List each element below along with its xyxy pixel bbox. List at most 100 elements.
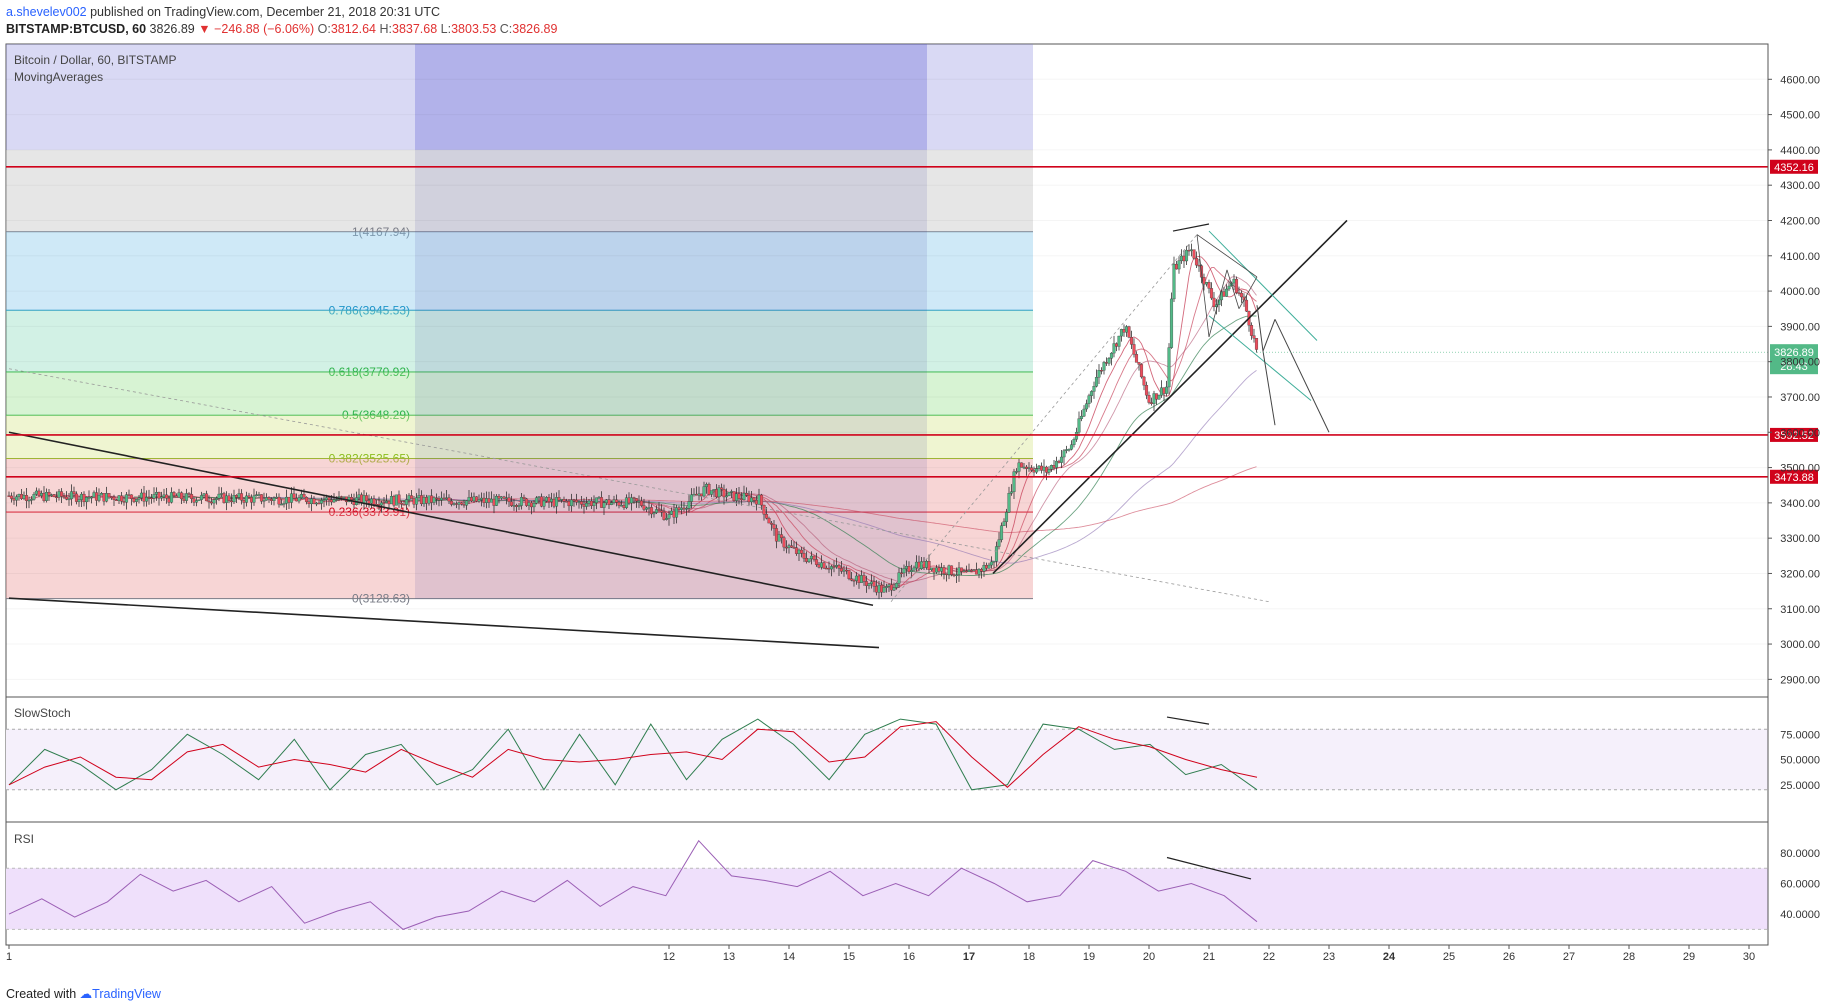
stoch-divergence-line (1166, 716, 1210, 725)
last-price-tag (1770, 344, 1818, 375)
candle-body (562, 499, 566, 502)
candle-body (319, 500, 324, 504)
candle-body (847, 570, 851, 579)
high-label: H: (379, 22, 393, 36)
candle-body (554, 497, 559, 507)
candle-body (1107, 358, 1111, 364)
candle-body (1067, 449, 1071, 451)
author-link[interactable]: a.shevelev002 (6, 5, 87, 19)
candle-body (44, 492, 49, 501)
candle-body (64, 496, 69, 500)
candle-body (759, 494, 764, 506)
candle-body (29, 499, 34, 501)
fib-label-0.382: 0.382(3525.65) (329, 452, 410, 466)
high-value: 3837.68 (392, 22, 438, 36)
candle-body (1094, 377, 1099, 387)
candle-body (1109, 352, 1114, 359)
candle-body (1224, 288, 1229, 297)
moving-average-line (508, 466, 1257, 533)
price-tag (1770, 159, 1818, 174)
time-axis-tick: 23 (1323, 951, 1335, 963)
candle-body (949, 565, 954, 575)
candle-body (1164, 386, 1169, 394)
candle-body (157, 492, 161, 499)
candle-body (977, 569, 981, 575)
candle-body (717, 487, 721, 498)
candle-body (1244, 299, 1249, 312)
stoch-axis-tick: 50.0000 (1780, 755, 1820, 767)
candle-body (839, 568, 844, 572)
time-axis-tick: 14 (783, 951, 795, 963)
candle-body (684, 508, 689, 510)
candle-body (282, 503, 286, 505)
candle-body (1014, 471, 1019, 473)
rsi-pane-title: RSI (14, 832, 34, 846)
fib-label-0.5: 0.5(3648.29) (342, 408, 410, 422)
price-axis-tick: 3100.00 (1780, 604, 1820, 616)
candle-body (459, 502, 464, 505)
candle-body (47, 492, 51, 496)
candle-body (909, 570, 914, 572)
last-price-label: 3826.89 (1774, 347, 1814, 359)
candle-body (1167, 347, 1171, 388)
candle-body (272, 497, 276, 501)
candle-body (599, 497, 604, 508)
candle-body (1082, 408, 1086, 417)
price-axis-tick: 4500.00 (1780, 110, 1820, 122)
candle-body (204, 493, 209, 502)
change-text: ▼ −246.88 (−6.06%) (198, 22, 315, 36)
candle-body (822, 562, 826, 569)
price-axis-tick: 3300.00 (1780, 533, 1820, 545)
candle-body (1074, 431, 1079, 440)
price-axis-tick: 3900.00 (1780, 321, 1820, 333)
price-axis-tick: 3600.00 (1780, 427, 1820, 439)
time-axis-tick: 15 (843, 951, 855, 963)
candle-body (519, 497, 524, 506)
candle-body (584, 503, 589, 507)
candle-body (1002, 521, 1006, 526)
candle-body (1112, 343, 1116, 354)
candle-body (449, 500, 454, 505)
time-axis-tick: 21 (1203, 951, 1215, 963)
candle-body (602, 502, 606, 508)
candle-body (872, 581, 876, 587)
candle-body (227, 495, 231, 501)
candle-body (649, 507, 654, 515)
candle-body (137, 497, 141, 500)
candle-body (409, 495, 414, 499)
channel-lower (1208, 315, 1312, 401)
fib-zone-top (6, 149, 1033, 232)
candle-body (864, 581, 869, 586)
candle-body (884, 586, 889, 588)
candle-body (689, 494, 694, 502)
candle-body (832, 566, 836, 568)
fib-zone-0.382 (6, 415, 1033, 459)
candle-body (652, 512, 656, 515)
candle-body (639, 500, 644, 506)
candle-body (1084, 403, 1089, 410)
low-value: 3803.53 (451, 22, 497, 36)
rsi-line (8, 839, 1258, 930)
time-axis-tick: 18 (1023, 951, 1035, 963)
rsi-axis-tick: 40.0000 (1780, 909, 1820, 921)
time-axis-tick: 1 (6, 951, 12, 963)
time-axis-tick: 19 (1083, 951, 1095, 963)
candle-body (1007, 493, 1011, 513)
candle-body (1054, 460, 1059, 468)
candle-body (494, 495, 499, 506)
tradingview-logo-icon: ☁ (79, 987, 93, 1001)
price-tag (1770, 469, 1818, 484)
candle-body (212, 499, 216, 504)
candle-body (152, 494, 156, 499)
candle-body (524, 498, 529, 506)
candle-body (642, 505, 646, 510)
candle-body (372, 498, 376, 505)
candle-body (404, 499, 409, 505)
candle-body (507, 497, 511, 502)
candle-body (67, 498, 71, 501)
chart-canvas[interactable]: 1(4167.94) 0.786(3945.53) 0.618(3770.92) 0.… (0, 0, 1828, 980)
tradingview-link[interactable]: TradingView (92, 987, 161, 1001)
candle-body (659, 510, 664, 513)
price-tag-label: 4352.16 (1774, 162, 1814, 174)
candle-body (477, 499, 481, 502)
